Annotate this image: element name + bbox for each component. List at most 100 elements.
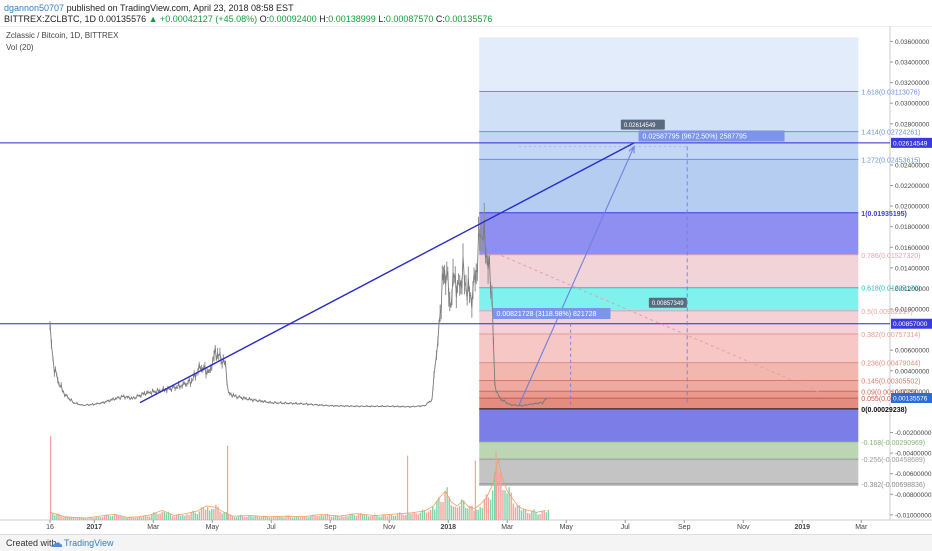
volume-bar xyxy=(266,517,269,520)
volume-bar xyxy=(425,512,428,520)
volume-bar xyxy=(483,499,486,520)
trend-line[interactable] xyxy=(139,142,635,404)
volume-bar xyxy=(467,508,469,520)
ohlc-line: BITTREX:ZCLBTC, 1D 0.00135576 ▲ +0.00042… xyxy=(4,14,492,24)
fib-level-label: 0.5(0.00982217) xyxy=(861,309,912,316)
fib-band xyxy=(479,159,859,213)
volume-bar xyxy=(283,517,285,520)
fib-band xyxy=(479,459,859,484)
fib-level-label: 0.618(0.01207170) xyxy=(861,286,920,293)
volume-bar xyxy=(539,514,541,520)
price-tick-label: 0.02200000 xyxy=(895,183,930,190)
volume-bar xyxy=(471,505,473,520)
volume-spike xyxy=(227,445,229,520)
volume-bar xyxy=(273,516,275,520)
fib-band xyxy=(479,483,859,487)
low-label: L: xyxy=(378,14,386,24)
volume-bar xyxy=(103,515,106,520)
projection-arrow-line[interactable] xyxy=(518,146,635,406)
author-link[interactable]: dgannon50707 xyxy=(4,3,65,13)
volume-bar xyxy=(192,510,194,520)
symbol-label: BITTREX:ZCLBTC, 1D xyxy=(4,14,97,24)
volume-bar xyxy=(487,497,490,520)
time-tick-label: Sep xyxy=(324,524,337,531)
publish-line: dgannon50707 published on TradingView.co… xyxy=(4,3,294,13)
volume-bar xyxy=(190,512,192,520)
horizontal-lines[interactable] xyxy=(0,142,890,325)
volume-bar xyxy=(545,512,547,520)
volume-bar xyxy=(134,517,137,520)
volume-bar xyxy=(349,513,351,520)
volume-bar xyxy=(359,513,362,520)
volume-bar xyxy=(138,516,141,520)
price-tick-label: -0.01000000 xyxy=(895,512,932,519)
measure-label-box[interactable] xyxy=(492,307,611,319)
volume-bar xyxy=(246,516,248,520)
price-chart[interactable]: 1.618(0.03113076) 1.414(0.02724261) 1.272(… xyxy=(0,25,932,534)
volume-bar xyxy=(372,515,374,520)
volume-bar xyxy=(250,515,252,520)
volume-bar xyxy=(405,514,407,520)
volume-bar xyxy=(328,515,331,520)
volume-bar xyxy=(223,512,225,520)
volume-bar xyxy=(107,515,110,520)
measure-label-text: 0.00821728 (3118.98%) 821728 xyxy=(497,311,597,318)
volume-bar xyxy=(419,512,422,520)
price-axis[interactable]: 0.03600000 0.03400000 0.03200000 0.03000000… xyxy=(890,39,932,519)
fib-band xyxy=(479,212,859,255)
volume-bar xyxy=(524,509,527,520)
volume-bar xyxy=(394,515,397,520)
volume-bar xyxy=(473,510,475,520)
measure-callout-box[interactable] xyxy=(648,297,687,308)
volume-bar xyxy=(357,514,360,520)
volume-bar xyxy=(502,489,504,520)
volume-bar xyxy=(411,513,413,520)
dashed-ray[interactable] xyxy=(501,255,824,394)
volume-spike xyxy=(50,435,52,520)
volume-bar xyxy=(101,517,104,520)
projection-label-box[interactable] xyxy=(638,130,785,142)
chart-area[interactable]: 1.618(0.03113076) 1.414(0.02724261) 1.272(… xyxy=(0,25,932,534)
volume-bar xyxy=(211,508,213,520)
volume-bar xyxy=(489,499,492,520)
time-axis[interactable]: 16 2017 Mar May Jul Sep Nov 2018 Mar May Jul Sep Nov… xyxy=(46,520,868,531)
volume-bar xyxy=(535,511,537,520)
volume-bar xyxy=(136,517,139,520)
fib-level-label: 1.272(0.02453615) xyxy=(861,157,920,164)
volume-bar xyxy=(157,514,159,520)
drawing-tools[interactable]: 0.02614549 0.02587795 (9672.50%) 2587795 0… xyxy=(139,119,824,406)
volume-bar xyxy=(89,517,91,520)
volume-bar xyxy=(339,517,341,520)
volume-bar xyxy=(213,509,215,520)
volume-bar xyxy=(109,516,112,520)
top-callout-box[interactable] xyxy=(620,119,665,130)
close-value: 0.00135576 xyxy=(444,14,493,24)
volume-bar xyxy=(56,513,58,520)
price-tick-label: 0.01000000 xyxy=(895,307,930,314)
price-tick-label: 0.00600000 xyxy=(895,348,930,355)
volume-bar xyxy=(334,515,337,520)
tradingview-link[interactable]: TradingView xyxy=(64,538,114,548)
volume-bar xyxy=(256,516,258,520)
volume-bar xyxy=(440,501,442,520)
volume-bar xyxy=(454,506,457,520)
volume-bar xyxy=(244,517,246,520)
fib-level-label: 0.145(0.00305502) xyxy=(861,378,920,385)
volume-bar xyxy=(163,511,165,520)
volume-bar xyxy=(427,511,430,520)
volume-bar xyxy=(320,515,322,520)
volume-bar xyxy=(386,516,388,520)
volume-bar xyxy=(396,513,399,520)
volume-bar xyxy=(289,515,291,520)
volume-bar xyxy=(173,516,176,520)
volume-bar xyxy=(299,517,302,520)
volume-bar xyxy=(237,515,240,520)
volume-bar xyxy=(291,517,294,520)
fib-band-top xyxy=(479,37,859,92)
volume-bar xyxy=(324,514,327,520)
volume-bar xyxy=(171,516,174,520)
fib-level-label: 0.09(0.00200775) xyxy=(861,389,916,396)
volume-bar xyxy=(279,516,281,520)
volume-bar xyxy=(64,516,66,520)
fibonacci-retracement[interactable]: 1.618(0.03113076) 1.414(0.02724261) 1.272(… xyxy=(479,37,925,489)
